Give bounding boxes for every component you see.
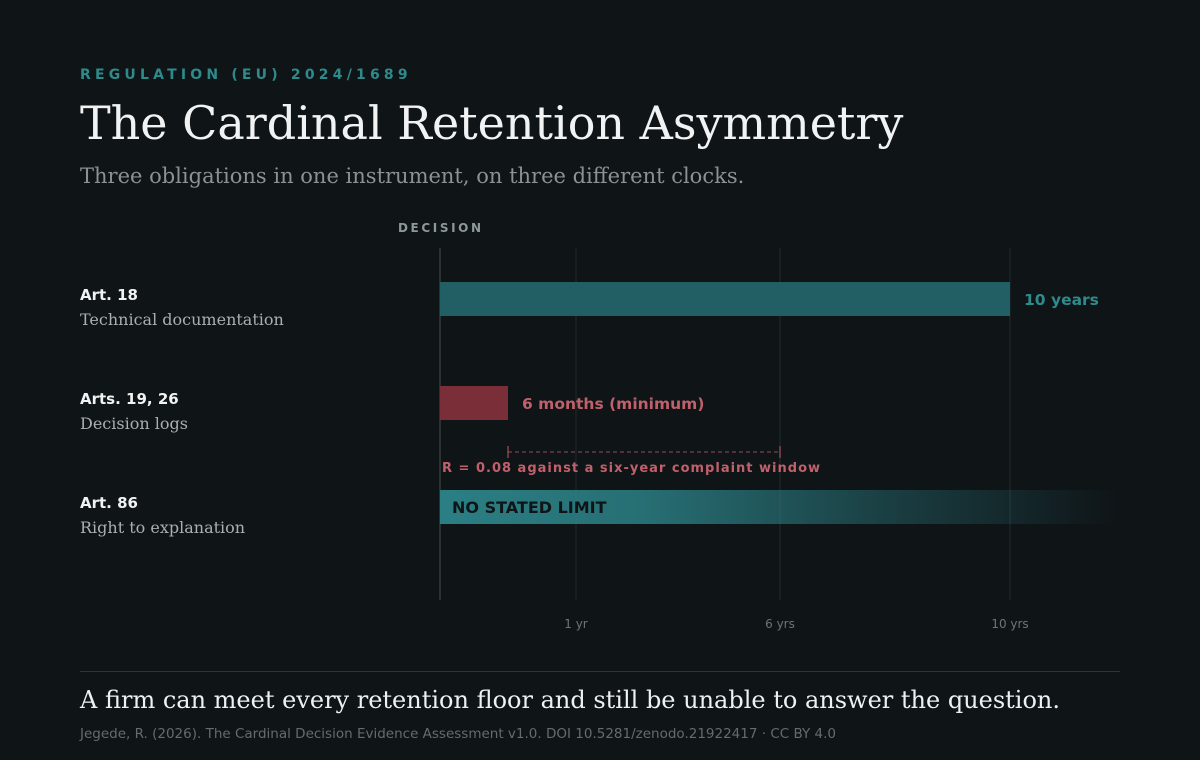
row-description-technical-documentation: Technical documentation: [80, 310, 284, 329]
x-tick-label-10: 10 yrs: [991, 617, 1028, 631]
row-article-art-86: Art. 86: [80, 494, 138, 512]
bar-label-inside: NO STATED LIMIT: [452, 498, 607, 517]
citation-text: Jegede, R. (2026). The Cardinal Decision…: [80, 726, 836, 742]
retention-chart: 1 yr 6 yrs 10 yrs 10 years 6 months (minimum…: [439, 248, 1118, 631]
row-article-art-18: Art. 18: [80, 286, 138, 304]
axis-origin-label: DECISION: [398, 221, 484, 235]
bar-1: [440, 386, 508, 420]
row-article-arts-19-26: Arts. 19, 26: [80, 390, 179, 408]
bar-value-label-1: 6 months (minimum): [522, 395, 704, 413]
bar-unbounded: [440, 490, 1118, 524]
annotation-text: R = 0.08 against a six-year complaint wi…: [442, 461, 821, 476]
conclusion-text: A firm can meet every retention floor an…: [80, 686, 1061, 714]
bar-0: [440, 282, 1010, 316]
x-tick-label-6: 6 yrs: [765, 617, 795, 631]
row-description-right-to-explanation: Right to explanation: [80, 518, 246, 537]
footer-divider: [80, 671, 1120, 672]
page-title: The Cardinal Retention Asymmetry: [80, 96, 904, 150]
bar-value-label-0: 10 years: [1024, 291, 1099, 309]
page-subtitle: Three obligations in one instrument, on …: [80, 164, 745, 188]
row-description-decision-logs: Decision logs: [80, 414, 188, 433]
x-tick-label-1: 1 yr: [564, 617, 588, 631]
regulation-eyebrow: REGULATION (EU) 2024/1689: [80, 67, 412, 83]
